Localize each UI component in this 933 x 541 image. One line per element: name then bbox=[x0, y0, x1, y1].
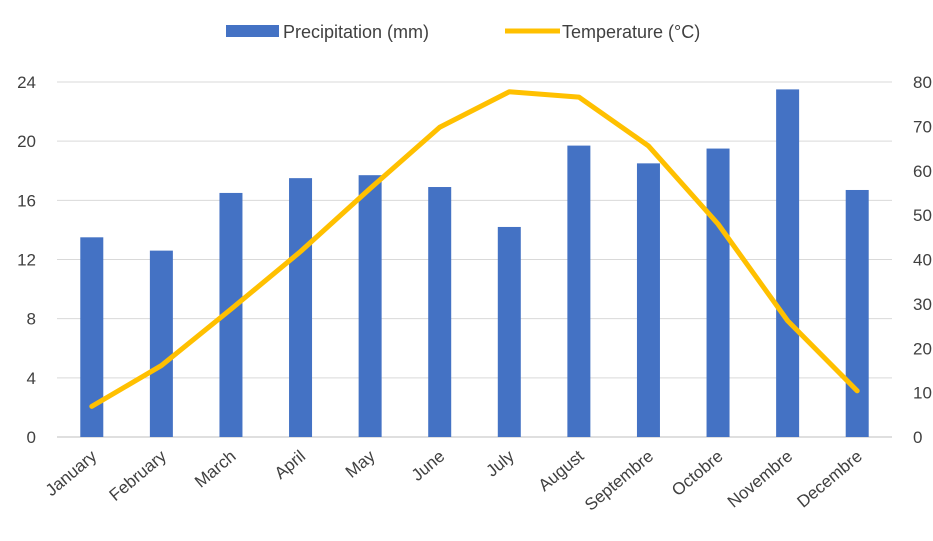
left-tick-label: 16 bbox=[17, 191, 36, 210]
x-tick-label: February bbox=[106, 446, 171, 505]
legend: Precipitation (mm) Temperature (°C) bbox=[226, 22, 700, 42]
precipitation-bar bbox=[289, 178, 313, 438]
legend-label-precipitation: Precipitation (mm) bbox=[283, 22, 429, 42]
temperature-series-line bbox=[89, 89, 860, 409]
gridlines bbox=[57, 81, 892, 438]
x-tick-label: Octobre bbox=[668, 447, 727, 500]
legend-swatch-precipitation bbox=[226, 25, 279, 37]
temperature-line bbox=[89, 89, 860, 409]
right-tick-label: 10 bbox=[913, 384, 932, 403]
right-tick-label: 60 bbox=[913, 162, 932, 181]
right-tick-label: 20 bbox=[913, 339, 932, 358]
x-tick-label: Septembre bbox=[581, 447, 657, 515]
x-tick-label: August bbox=[535, 446, 588, 495]
x-tick-label: April bbox=[271, 447, 309, 483]
right-tick-label: 80 bbox=[913, 73, 932, 92]
precipitation-bar bbox=[358, 175, 382, 437]
precipitation-bar bbox=[845, 189, 869, 437]
precipitation-bar bbox=[80, 237, 104, 437]
x-tick-label: Decembre bbox=[793, 447, 865, 512]
left-tick-label: 8 bbox=[27, 310, 36, 329]
precipitation-bar bbox=[428, 187, 452, 437]
precipitation-bar bbox=[149, 250, 173, 437]
precipitation-bar bbox=[776, 89, 800, 437]
precipitation-bar bbox=[636, 163, 660, 437]
precipitation-bar bbox=[706, 148, 730, 437]
x-tick-label: June bbox=[408, 447, 448, 485]
right-tick-label: 40 bbox=[913, 251, 932, 270]
left-axis-ticks: 0 4 8 12 16 20 24 bbox=[17, 73, 36, 447]
left-tick-label: 4 bbox=[27, 369, 36, 388]
precipitation-bar bbox=[219, 192, 243, 437]
precipitation-bar bbox=[497, 226, 521, 437]
right-tick-label: 50 bbox=[913, 206, 932, 225]
x-tick-label: January bbox=[42, 446, 101, 500]
right-tick-label: 70 bbox=[913, 117, 932, 136]
x-tick-label: May bbox=[342, 446, 379, 482]
precipitation-bars bbox=[80, 89, 869, 438]
left-tick-label: 0 bbox=[27, 428, 36, 447]
left-tick-label: 12 bbox=[17, 251, 36, 270]
right-tick-label: 0 bbox=[913, 428, 922, 447]
left-tick-label: 24 bbox=[17, 73, 36, 92]
x-tick-label: March bbox=[191, 447, 239, 492]
right-axis-ticks: 0 10 20 30 40 50 60 70 80 bbox=[913, 73, 932, 447]
left-tick-label: 20 bbox=[17, 132, 36, 151]
x-tick-label: Novembre bbox=[724, 447, 796, 512]
right-tick-label: 30 bbox=[913, 295, 932, 314]
x-tick-label: July bbox=[482, 446, 518, 480]
precipitation-bar bbox=[567, 145, 591, 437]
x-axis-labels: January February March April May June July Augu… bbox=[42, 446, 866, 514]
legend-label-temperature: Temperature (°C) bbox=[562, 22, 700, 42]
